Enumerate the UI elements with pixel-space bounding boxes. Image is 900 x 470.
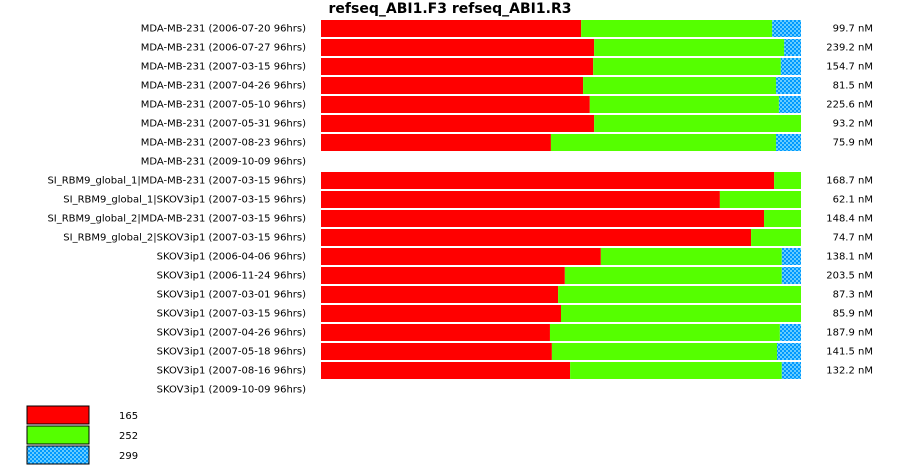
bar-segment: [777, 343, 801, 360]
bar-segment: [321, 267, 565, 284]
bar-segment: [781, 267, 801, 284]
value-label: 87.3 nM: [833, 290, 873, 301]
bar-segment: [321, 229, 752, 246]
bar-segment: [776, 77, 801, 94]
row-label: SI_RBM9_global_1|MDA-MB-231 (2007-03-15 …: [47, 176, 306, 187]
value-label: 154.7 nM: [826, 62, 873, 73]
legend-label: 252: [119, 431, 138, 442]
value-label: 81.5 nM: [833, 81, 873, 92]
bar-segment: [774, 172, 801, 189]
row-label: MDA-MB-231 (2007-03-15 96hrs): [141, 62, 306, 73]
bar-segment: [719, 191, 801, 208]
row-label: MDA-MB-231 (2006-07-20 96hrs): [141, 24, 306, 35]
value-label: 74.7 nM: [833, 233, 873, 244]
value-label: 141.5 nM: [826, 347, 873, 358]
bar-segment: [321, 58, 594, 75]
bar-segment: [558, 286, 801, 303]
legend-swatch: [26, 425, 90, 445]
row-label: MDA-MB-231 (2006-07-27 96hrs): [141, 43, 306, 54]
bar-segment: [593, 58, 781, 75]
bar-segment: [589, 96, 779, 113]
bar-segment: [321, 362, 571, 379]
bar-segment: [321, 191, 720, 208]
bar-segment: [321, 343, 552, 360]
bar-segment: [570, 362, 782, 379]
bar-segment: [321, 115, 595, 132]
row-label: MDA-MB-231 (2007-08-23 96hrs): [141, 138, 306, 149]
row-label: SKOV3ip1 (2007-08-16 96hrs): [157, 366, 307, 377]
row-label: MDA-MB-231 (2007-05-10 96hrs): [141, 100, 306, 111]
bar-segment: [321, 20, 582, 37]
row-label: SI_RBM9_global_2|MDA-MB-231 (2007-03-15 …: [47, 214, 306, 225]
bar-segment: [564, 267, 782, 284]
bar-segment: [561, 305, 801, 322]
bar-segment: [600, 248, 782, 265]
bar-segment: [781, 362, 801, 379]
bar-segment: [321, 210, 765, 227]
bar-segment: [776, 134, 801, 151]
row-label: SI_RBM9_global_1|SKOV3ip1 (2007-03-15 96…: [63, 195, 306, 206]
row-label: SKOV3ip1 (2007-03-15 96hrs): [157, 309, 307, 320]
row-label: MDA-MB-231 (2007-05-31 96hrs): [141, 119, 306, 130]
bar-segment: [321, 286, 559, 303]
bar-segment: [550, 134, 777, 151]
bar-segment: [594, 39, 785, 56]
row-label: MDA-MB-231 (2007-04-26 96hrs): [141, 81, 306, 92]
bar-segment: [784, 39, 801, 56]
bar-segment: [321, 96, 590, 113]
bar-segment: [781, 248, 801, 265]
row-label: SI_RBM9_global_2|SKOV3ip1 (2007-03-15 96…: [63, 233, 306, 244]
bar-segment: [551, 343, 777, 360]
bar-segment: [778, 96, 801, 113]
value-label: 203.5 nM: [826, 271, 873, 282]
row-label: SKOV3ip1 (2007-05-18 96hrs): [157, 347, 307, 358]
bar-segment: [549, 324, 780, 341]
value-label: 187.9 nM: [826, 328, 873, 339]
value-label: 148.4 nM: [826, 214, 873, 225]
legend-swatch: [26, 445, 90, 465]
row-label: SKOV3ip1 (2006-04-06 96hrs): [157, 252, 307, 263]
row-label: SKOV3ip1 (2006-11-24 96hrs): [157, 271, 307, 282]
value-label: 62.1 nM: [833, 195, 873, 206]
bar-segment: [772, 20, 801, 37]
value-label: 132.2 nM: [826, 366, 873, 377]
bar-segment: [321, 305, 561, 322]
bar-segment: [751, 229, 801, 246]
bar-segment: [321, 39, 595, 56]
row-label: MDA-MB-231 (2009-10-09 96hrs): [141, 157, 306, 168]
value-label: 75.9 nM: [833, 138, 873, 149]
bar-segment: [764, 210, 801, 227]
value-label: 99.7 nM: [833, 24, 873, 35]
legend-label: 165: [119, 411, 138, 422]
value-label: 239.2 nM: [826, 43, 873, 54]
bar-segment: [780, 58, 801, 75]
value-label: 93.2 nM: [833, 119, 873, 130]
value-label: 85.9 nM: [833, 309, 873, 320]
bar-segment: [594, 115, 801, 132]
value-label: 225.6 nM: [826, 100, 873, 111]
value-label: 138.1 nM: [826, 252, 873, 263]
bar-segment: [321, 324, 550, 341]
row-label: SKOV3ip1 (2009-10-09 96hrs): [157, 385, 307, 396]
chart-title: refseq_ABI1.F3 refseq_ABI1.R3: [329, 1, 572, 17]
bar-segment: [583, 77, 777, 94]
bar-segment: [321, 134, 551, 151]
row-label: SKOV3ip1 (2007-04-26 96hrs): [157, 328, 307, 339]
bar-segment: [321, 248, 601, 265]
value-label: 168.7 nM: [826, 176, 873, 187]
bar-segment: [321, 172, 775, 189]
bar-segment: [779, 324, 801, 341]
bar-segment: [321, 77, 584, 94]
legend-label: 299: [119, 451, 138, 462]
legend-swatch: [26, 405, 90, 425]
bar-segment: [581, 20, 773, 37]
row-label: SKOV3ip1 (2007-03-01 96hrs): [157, 290, 307, 301]
